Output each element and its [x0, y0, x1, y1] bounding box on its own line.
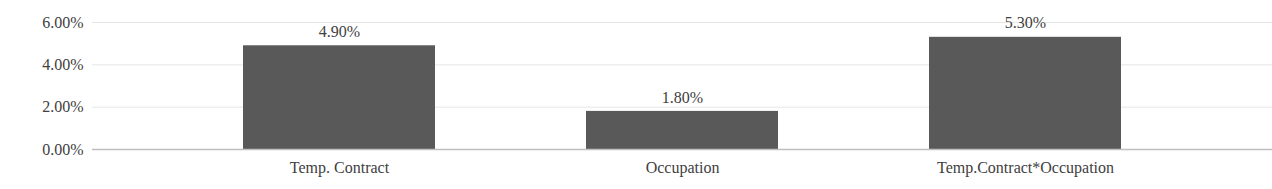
svg-text:0.00%: 0.00%: [42, 141, 83, 158]
svg-text:6.00%: 6.00%: [42, 14, 83, 31]
svg-text:Occupation: Occupation: [646, 159, 720, 177]
svg-text:4.00%: 4.00%: [42, 56, 83, 73]
svg-text:2.00%: 2.00%: [42, 98, 83, 115]
svg-text:Temp. Contract: Temp. Contract: [290, 159, 390, 177]
svg-text:1.80%: 1.80%: [662, 89, 703, 106]
svg-text:Temp.Contract*Occupation: Temp.Contract*Occupation: [937, 159, 1114, 177]
svg-text:4.90%: 4.90%: [319, 23, 360, 40]
svg-text:5.30%: 5.30%: [1005, 14, 1046, 31]
